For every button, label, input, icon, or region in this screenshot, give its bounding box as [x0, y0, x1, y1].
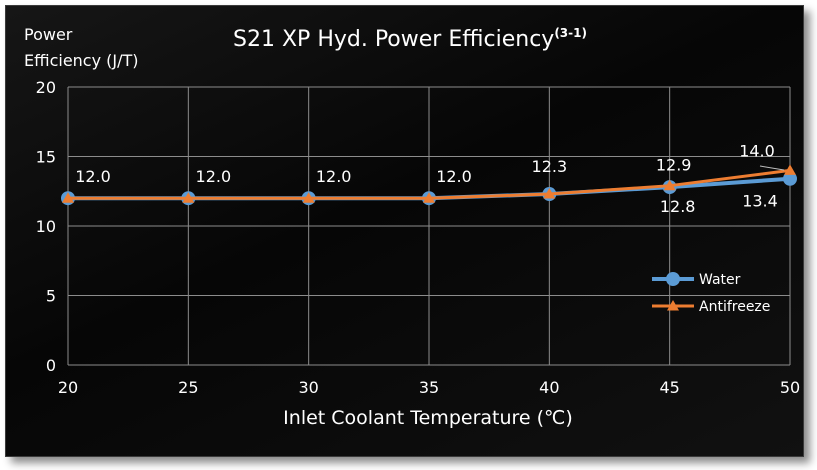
data-point-antifreeze: [302, 192, 315, 203]
y-tick-label: 15: [36, 148, 56, 167]
x-axis-label: Inlet Coolant Temperature (℃): [283, 407, 573, 429]
y-tick-label: 10: [36, 217, 56, 236]
data-point-antifreeze: [543, 188, 556, 199]
legend: Water Antifreeze: [652, 272, 770, 315]
data-label-water: 13.4: [742, 192, 778, 211]
y-tick-label: 5: [46, 287, 56, 306]
chart-frame: [5, 5, 804, 457]
data-label-leader-line: [759, 165, 785, 171]
data-point-antifreeze: [663, 179, 676, 191]
data-label-water: 12.0: [316, 167, 352, 186]
data-label-water: 12.0: [196, 167, 232, 186]
x-tick-label: 45: [659, 378, 679, 397]
tick-labels: 0 5 10 15 20 20 25 30 35 40 45 50: [36, 78, 801, 397]
data-label-antifreeze: 12.9: [656, 156, 692, 175]
data-point-water: [783, 171, 797, 186]
data-label-antifreeze: 14.0: [739, 141, 775, 160]
x-tick-label: 50: [780, 378, 800, 397]
data-point-antifreeze: [423, 192, 435, 203]
data-label-water: 12.8: [660, 197, 696, 216]
y-axis-label-line-2: Efficiency (J/T): [24, 51, 139, 70]
chart-title: S21 XP Hyd. Power Efficiency(3-1): [233, 26, 587, 52]
chart-title-superscript: (3-1): [554, 26, 587, 40]
data-point-antifreeze: [182, 192, 195, 203]
data-label-water: 12.3: [532, 157, 568, 176]
legend-marker-water: [666, 272, 680, 286]
series-layer: [61, 164, 797, 206]
data-label-water: 12.0: [436, 167, 472, 186]
x-tick-label: 20: [58, 378, 78, 397]
x-tick-label: 40: [539, 378, 559, 397]
data-labels: 12.0 12.0 12.0 12.0 12.3 12.8 13.4 12.9 14.0: [75, 141, 785, 216]
legend-marker-antifreeze: [667, 300, 679, 311]
y-axis-label-line-1: Power: [24, 25, 73, 44]
x-tick-label: 25: [178, 378, 198, 397]
grid: [67, 86, 791, 366]
legend-label-water: Water: [699, 272, 741, 288]
data-label-water: 12.0: [75, 167, 111, 186]
y-tick-label: 20: [36, 78, 56, 97]
y-tick-label: 0: [46, 356, 56, 375]
data-point-antifreeze: [62, 192, 74, 203]
data-point-antifreeze: [784, 164, 796, 175]
x-tick-label: 35: [419, 378, 439, 397]
legend-label-antifreeze: Antifreeze: [699, 299, 770, 315]
x-tick-label: 30: [298, 378, 318, 397]
